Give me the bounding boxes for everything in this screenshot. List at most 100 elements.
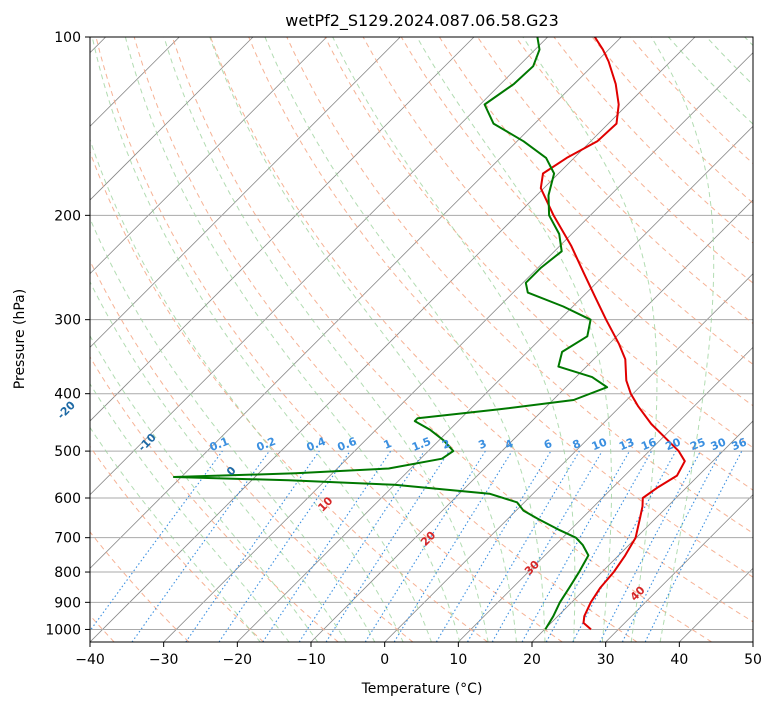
isotherm-line [90,37,696,642]
isotherm-line [90,37,401,348]
moist-adiabat [91,37,432,642]
x-tick-label: 40 [670,652,688,668]
mixing-ratio-line [467,450,580,642]
dewpoint-profile [172,37,609,630]
x-tick-label: −10 [296,652,326,668]
mixing-ratio-line [364,450,486,642]
x-tick-label: −40 [75,652,105,668]
y-tick-label: 900 [54,595,81,611]
y-tick-label: 1000 [45,622,81,638]
y-tick-label: 100 [54,30,81,46]
temperature-profile [539,37,686,631]
mixing-ratio-line [393,450,513,642]
mixing-ratio-line [521,450,630,642]
mixing-ratio-label: 8 [571,437,583,452]
chart-title: wetPf2_S129.2024.087.06.58.G23 [285,11,559,31]
isotherm-line [752,641,753,642]
moist-adiabat [416,37,612,642]
dry-adiabat [133,37,638,642]
mixing-ratio-label: 36 [730,435,749,453]
dry-adiabat [90,259,414,642]
isotherm-line [531,420,753,642]
dry-adiabat [477,37,753,325]
line-labels: 0.10.20.40.611.52346810131620253036-100-… [0,364,749,603]
mixing-ratio-label: 3 [476,437,488,452]
mixing-ratio-label: 2 [440,437,452,452]
mixing-ratio-label: 13 [617,436,636,454]
dry-adiabat [248,37,753,578]
mixing-ratio-label: 10 [590,435,609,453]
isotherm-line [90,37,475,422]
mixing-ratio-label: 25 [688,436,707,454]
isotherm-line [458,346,753,642]
dry-adiabat [324,37,753,491]
dry-adiabat [591,37,753,204]
adiabat-label: 40 [628,583,648,603]
isotherm-line [679,567,753,642]
x-tick-label: 20 [523,652,541,668]
isotherm-line [237,125,753,642]
sounding-profiles [172,37,686,631]
mixing-ratio-line [572,450,677,642]
moist-adiabat [90,382,290,642]
moist-adiabat [522,37,658,642]
adiabat-label: -30 [0,364,2,387]
mixing-ratio-label: 30 [709,435,728,453]
mixing-ratio-line [545,450,653,642]
isotherm-line [90,37,548,496]
dry-adiabat [90,150,488,642]
moist-adiabat [124,37,461,642]
background-lines [90,37,753,642]
dry-adiabat [362,37,753,449]
mixing-ratio-label: 20 [664,435,683,453]
y-tick-label: 300 [54,313,81,329]
isotherm-line [90,37,254,201]
mixing-ratio-line [491,450,603,642]
x-axis-title: Temperature (°C) [361,681,483,697]
x-tick-label: 10 [449,652,467,668]
axis-ticks: −40 −30 −20 −10 0 10 20 30 40 50 100 200 300 400 500 60… [45,30,762,668]
mixing-ratio-line [131,450,270,642]
mixing-ratio-line [599,450,701,642]
dry-adiabat [286,37,753,534]
moist-adiabat [90,138,404,642]
y-tick-label: 500 [54,444,81,460]
dry-adiabat [744,37,753,47]
y-tick-label: 700 [54,531,81,547]
plot-frame [89,36,754,643]
moist-adiabat [163,37,489,642]
dry-adiabat [400,37,753,407]
isotherm-line [90,37,327,275]
x-tick-label: 30 [597,652,615,668]
mixing-ratio-line [298,450,425,642]
dry-adiabat [95,37,563,642]
isotherm-line [310,199,753,642]
isotherm-line [384,273,753,642]
moist-adiabat [650,37,715,642]
mixing-ratio-line [185,450,320,642]
dry-adiabat [706,37,753,86]
dry-adiabat [515,37,753,284]
dry-adiabat [210,37,753,623]
moist-adiabat [209,37,517,642]
moist-adiabat [90,426,261,642]
isotherm-line [163,52,753,642]
y-tick-label: 200 [54,208,81,224]
dry-adiabat [90,531,190,642]
mixing-ratio-label: 6 [542,437,554,452]
dry-adiabat [90,445,264,642]
mixing-ratio-line [325,450,450,642]
mixing-ratio-label: 1 [382,437,394,452]
moist-adiabat [264,37,546,642]
y-axis-title: Pressure (hPa) [12,289,28,389]
isotherm-line [605,494,753,642]
mixing-ratio-label: 16 [639,435,658,453]
moist-adiabat [90,217,376,642]
isotherm-line [90,37,622,569]
y-tick-label: 600 [54,491,81,507]
dry-adiabat [90,355,339,642]
x-tick-label: −20 [223,652,253,668]
moist-adiabat [332,37,576,642]
x-tick-label: −30 [149,652,179,668]
